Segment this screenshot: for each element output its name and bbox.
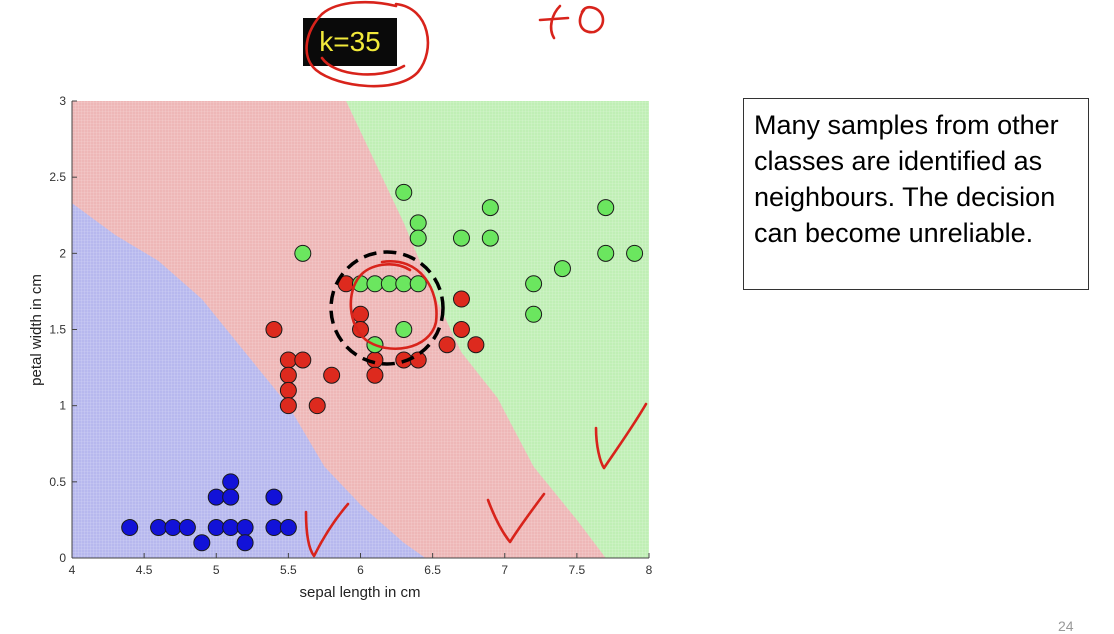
data-point-class-1 (265, 488, 283, 506)
y-tick-label: 3 (59, 94, 66, 108)
x-tick-label: 7 (501, 563, 508, 577)
y-tick-label: 2 (59, 246, 66, 260)
k-value-label: k=35 (303, 18, 397, 66)
x-tick-label: 8 (646, 563, 653, 577)
x-tick-label: 4.5 (136, 563, 153, 577)
data-point-class-2 (438, 336, 456, 354)
data-point-class-1 (222, 473, 240, 491)
data-point-class-2 (366, 366, 384, 384)
x-axis-label: sepal length in cm (300, 584, 421, 601)
data-point-class-3 (395, 275, 413, 293)
x-tick-label: 6 (357, 563, 364, 577)
data-point-class-1 (265, 519, 283, 537)
x-tick-label: 4 (69, 563, 76, 577)
data-point-class-3 (366, 275, 384, 293)
x-tick-label: 7.5 (569, 563, 586, 577)
data-point-class-3 (352, 275, 369, 293)
page-number: 24 (1058, 618, 1074, 634)
data-point-class-3 (597, 199, 615, 217)
data-point-class-3 (525, 275, 543, 293)
data-point-class-1 (222, 519, 240, 537)
x-tick-label: 6.5 (424, 563, 441, 577)
data-point-class-1 (222, 488, 240, 506)
data-point-class-2 (352, 305, 369, 323)
data-point-class-2 (323, 366, 341, 384)
data-point-class-3 (395, 321, 413, 338)
neighbourhood-circle (329, 250, 445, 366)
data-point-class-3 (525, 305, 543, 323)
y-tick-label: 0 (59, 551, 66, 565)
data-point-class-2 (352, 321, 369, 338)
data-point-class-2 (265, 321, 283, 338)
y-axis-label: petal width in cm (28, 274, 45, 386)
data-point-class-2 (308, 397, 326, 415)
data-point-class-1 (236, 519, 254, 537)
data-point-class-2 (452, 321, 470, 338)
data-point-class-3 (597, 244, 615, 262)
data-point-class-2 (467, 336, 485, 354)
data-point-class-2 (279, 351, 297, 369)
data-point-class-1 (193, 534, 211, 552)
data-point-class-2 (279, 381, 297, 399)
data-point-class-2 (279, 366, 297, 384)
data-point-class-3 (626, 244, 644, 262)
data-point-class-1 (207, 519, 225, 537)
data-point-class-1 (236, 534, 254, 552)
axes: 4 4.5 5 5.5 6 6.5 7 7.5 8 0 0.5 1 1.5 2 2.5 3 (49, 94, 652, 577)
y-tick-label: 2.5 (49, 170, 66, 184)
data-point-class-2 (409, 351, 427, 369)
data-point-class-3 (294, 244, 312, 262)
y-tick-label: 1 (59, 399, 66, 413)
y-tick-label: 1.5 (49, 323, 66, 337)
data-point-class-3 (366, 336, 384, 354)
annotation-text: Many samples from other classes are iden… (754, 110, 1059, 248)
data-point-class-1 (279, 519, 297, 537)
data-point-class-3 (409, 229, 427, 247)
x-tick-label: 5 (213, 563, 220, 577)
data-point-class-3 (395, 183, 413, 201)
data-point-class-1 (164, 519, 182, 537)
data-point-class-2 (279, 397, 297, 415)
data-point-class-1 (150, 519, 168, 537)
data-point-class-2 (294, 351, 312, 369)
data-point-class-3 (481, 199, 499, 217)
data-point-class-3 (481, 229, 499, 247)
data-point-class-3 (452, 229, 470, 247)
y-tick-label: 0.5 (49, 475, 66, 489)
data-point-class-3 (380, 275, 398, 293)
data-point-class-3 (553, 260, 571, 278)
data-point-class-1 (121, 519, 139, 537)
data-point-class-2 (452, 290, 470, 308)
data-point-class-3 (409, 275, 427, 293)
annotation-text-box: Many samples from other classes are iden… (743, 98, 1089, 290)
x-tick-label: 5.5 (280, 563, 297, 577)
data-point-class-1 (178, 519, 196, 537)
data-point-class-3 (409, 214, 427, 232)
data-point-class-1 (207, 488, 225, 506)
